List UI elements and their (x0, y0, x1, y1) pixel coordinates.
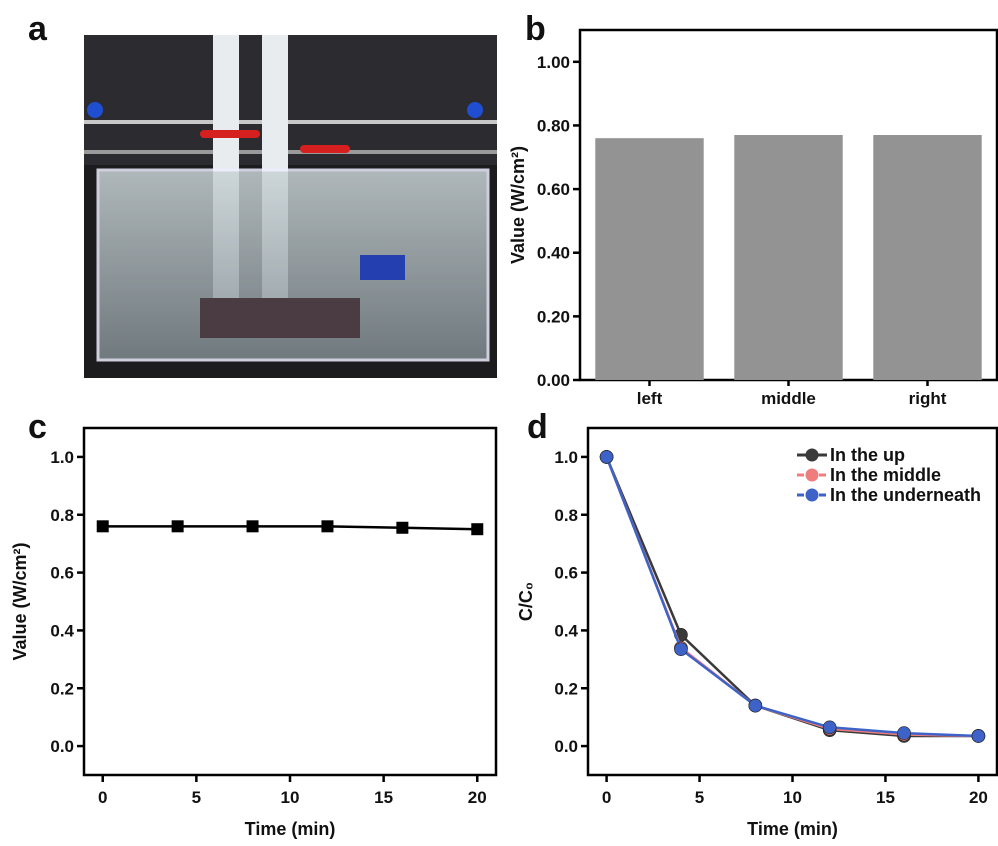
y-tick-label: 1.0 (554, 448, 578, 467)
series-line (102, 525, 478, 531)
marker (822, 720, 837, 735)
legend-label: In the up (830, 445, 905, 465)
y-axis-title: Value (W/cm²) (10, 542, 30, 660)
y-tick-label: 0.80 (537, 116, 570, 135)
marker (897, 726, 911, 740)
x-tick-label: 10 (281, 788, 300, 807)
x-axis-title: Time (min) (245, 819, 336, 839)
x-tick-label: right (909, 389, 947, 408)
x-tick-label: 5 (192, 788, 201, 807)
legend-marker (805, 488, 819, 502)
y-axis-title: Value (W/cm²) (508, 146, 528, 264)
y-tick-label: 0.20 (537, 307, 570, 326)
photo-sample (200, 298, 360, 338)
y-tick-label: 0.40 (537, 244, 570, 263)
marker (96, 520, 109, 533)
photo-backdrop (84, 35, 497, 165)
photo-cloth (360, 255, 405, 280)
panel-label: a (28, 10, 48, 48)
marker (674, 642, 688, 657)
photo-knob (467, 102, 483, 118)
x-tick-label: 15 (876, 788, 895, 807)
x-tick-label: left (637, 389, 663, 408)
bar (734, 135, 843, 380)
photo-clamp (300, 145, 350, 153)
x-tick-label: 0 (602, 788, 611, 807)
x-tick-label: 10 (783, 788, 802, 807)
legend-marker (805, 448, 819, 462)
y-tick-label: 0.00 (537, 371, 570, 390)
y-tick-label: 0.2 (554, 679, 578, 698)
series-line (605, 456, 979, 738)
photo (84, 35, 497, 378)
plot-frame (82, 426, 498, 777)
x-axis-title: Time (min) (747, 819, 838, 839)
marker (246, 520, 259, 533)
panel-label: d (527, 408, 548, 446)
y-axis-title: C/C₀ (516, 582, 536, 621)
marker (748, 698, 763, 713)
y-tick-label: 0.8 (554, 506, 578, 525)
y-tick-label: 0.4 (50, 621, 74, 640)
y-tick-label: 0.60 (537, 180, 570, 199)
y-tick-label: 0.6 (554, 564, 578, 583)
legend-label: In the underneath (830, 485, 981, 505)
x-tick-label: 0 (98, 788, 107, 807)
x-tick-label: middle (761, 389, 816, 408)
photo-clamp (200, 130, 260, 138)
panel-label: c (28, 408, 47, 446)
x-tick-label: 15 (374, 788, 393, 807)
marker (971, 729, 986, 743)
photo-knob (87, 102, 103, 118)
bar (595, 138, 704, 380)
bar (873, 135, 982, 380)
legend-marker (805, 468, 819, 482)
y-tick-label: 0.0 (554, 737, 578, 756)
x-tick-label: 20 (468, 788, 487, 807)
y-tick-label: 0.4 (554, 621, 578, 640)
marker (171, 520, 184, 533)
legend-label: In the middle (830, 465, 941, 485)
y-tick-label: 1.0 (50, 448, 74, 467)
marker (471, 523, 484, 536)
y-tick-label: 0.6 (50, 564, 74, 583)
y-tick-label: 1.00 (537, 53, 570, 72)
y-tick-label: 0.2 (50, 679, 74, 698)
y-tick-label: 0.0 (50, 737, 74, 756)
panel-label: b (525, 10, 546, 48)
y-tick-label: 0.8 (50, 506, 74, 525)
marker (321, 520, 334, 533)
x-tick-label: 20 (969, 788, 988, 807)
x-tick-label: 5 (695, 788, 704, 807)
marker (599, 450, 614, 464)
marker (396, 521, 409, 534)
